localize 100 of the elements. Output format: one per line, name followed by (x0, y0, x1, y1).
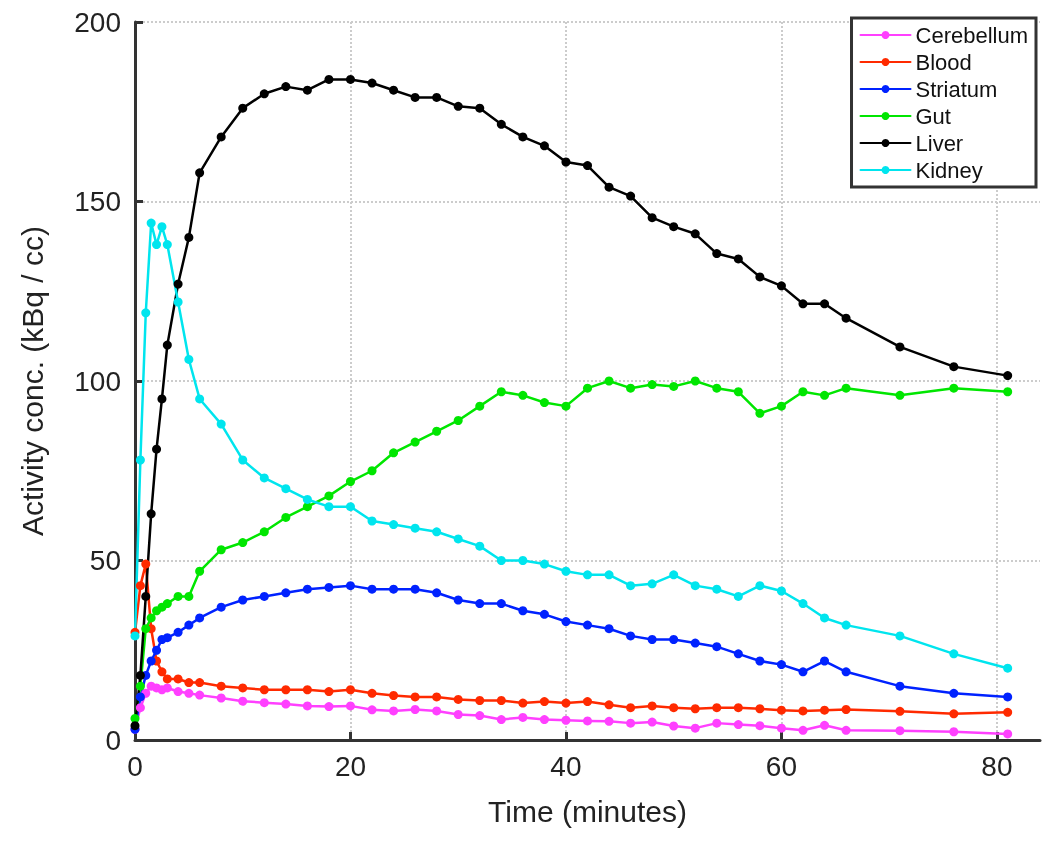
point (518, 390, 528, 400)
point (733, 720, 743, 730)
point (281, 699, 291, 709)
point (324, 687, 334, 697)
point (432, 706, 442, 716)
point (776, 705, 786, 715)
point (162, 683, 172, 693)
point (712, 584, 722, 594)
y-tick-label: 0 (105, 724, 121, 756)
point (496, 119, 506, 129)
point (626, 703, 636, 713)
point (195, 394, 205, 404)
point (604, 624, 614, 634)
point (496, 715, 506, 725)
point (841, 620, 851, 630)
point (475, 711, 485, 721)
y-tick-label: 100 (74, 365, 121, 397)
point (195, 690, 205, 700)
point (135, 703, 145, 713)
point (130, 631, 140, 641)
point (324, 502, 334, 512)
point (539, 559, 549, 569)
point (184, 620, 194, 630)
point (281, 484, 291, 494)
point (302, 584, 312, 594)
point (184, 354, 194, 364)
point (195, 613, 205, 623)
point (324, 582, 334, 592)
point (195, 168, 205, 178)
point (496, 599, 506, 609)
point (238, 455, 248, 465)
point (432, 426, 442, 436)
point (238, 595, 248, 605)
legend-label: Blood (915, 49, 972, 75)
point (712, 249, 722, 259)
point (141, 591, 151, 601)
point (712, 703, 722, 713)
point (841, 383, 851, 393)
point (669, 570, 679, 580)
point (647, 634, 657, 644)
point (583, 697, 592, 707)
point (518, 698, 528, 708)
point (173, 674, 183, 684)
point (561, 617, 571, 627)
point (583, 161, 592, 171)
point (841, 667, 851, 677)
point (539, 715, 549, 725)
point (475, 103, 485, 113)
point (583, 620, 592, 630)
point (841, 313, 851, 323)
point (583, 383, 592, 393)
point (1003, 387, 1013, 397)
point (281, 588, 291, 598)
point (259, 89, 269, 99)
point (389, 706, 399, 716)
point (949, 727, 959, 737)
point (345, 74, 355, 84)
point (895, 706, 905, 716)
y-tick-label: 200 (74, 6, 121, 38)
point (733, 703, 743, 713)
point (895, 631, 905, 641)
point (539, 398, 549, 408)
point (690, 638, 700, 648)
point (184, 232, 194, 242)
point (583, 570, 592, 580)
point (733, 649, 743, 659)
point (949, 649, 959, 659)
legend-label: Gut (915, 103, 951, 129)
point (583, 716, 592, 726)
point (216, 419, 226, 429)
point (389, 584, 399, 594)
point (669, 381, 679, 391)
point (475, 696, 485, 706)
point (135, 692, 145, 702)
point (626, 191, 636, 201)
point (755, 721, 765, 731)
point (453, 101, 463, 111)
point (324, 74, 334, 84)
point (367, 516, 377, 526)
point (1003, 729, 1013, 739)
point (173, 297, 183, 307)
point (755, 272, 765, 282)
point (162, 674, 172, 684)
point (216, 602, 226, 612)
point (195, 678, 205, 688)
point (895, 726, 905, 736)
point (135, 681, 145, 691)
point (755, 581, 765, 591)
point (798, 725, 808, 735)
point (259, 527, 269, 537)
point (518, 712, 528, 722)
point (604, 570, 614, 580)
point (152, 645, 162, 655)
point (141, 559, 151, 569)
point (1003, 692, 1013, 702)
point (453, 595, 463, 605)
point (626, 718, 636, 728)
point (195, 566, 205, 576)
point (496, 387, 506, 397)
point (496, 696, 506, 706)
